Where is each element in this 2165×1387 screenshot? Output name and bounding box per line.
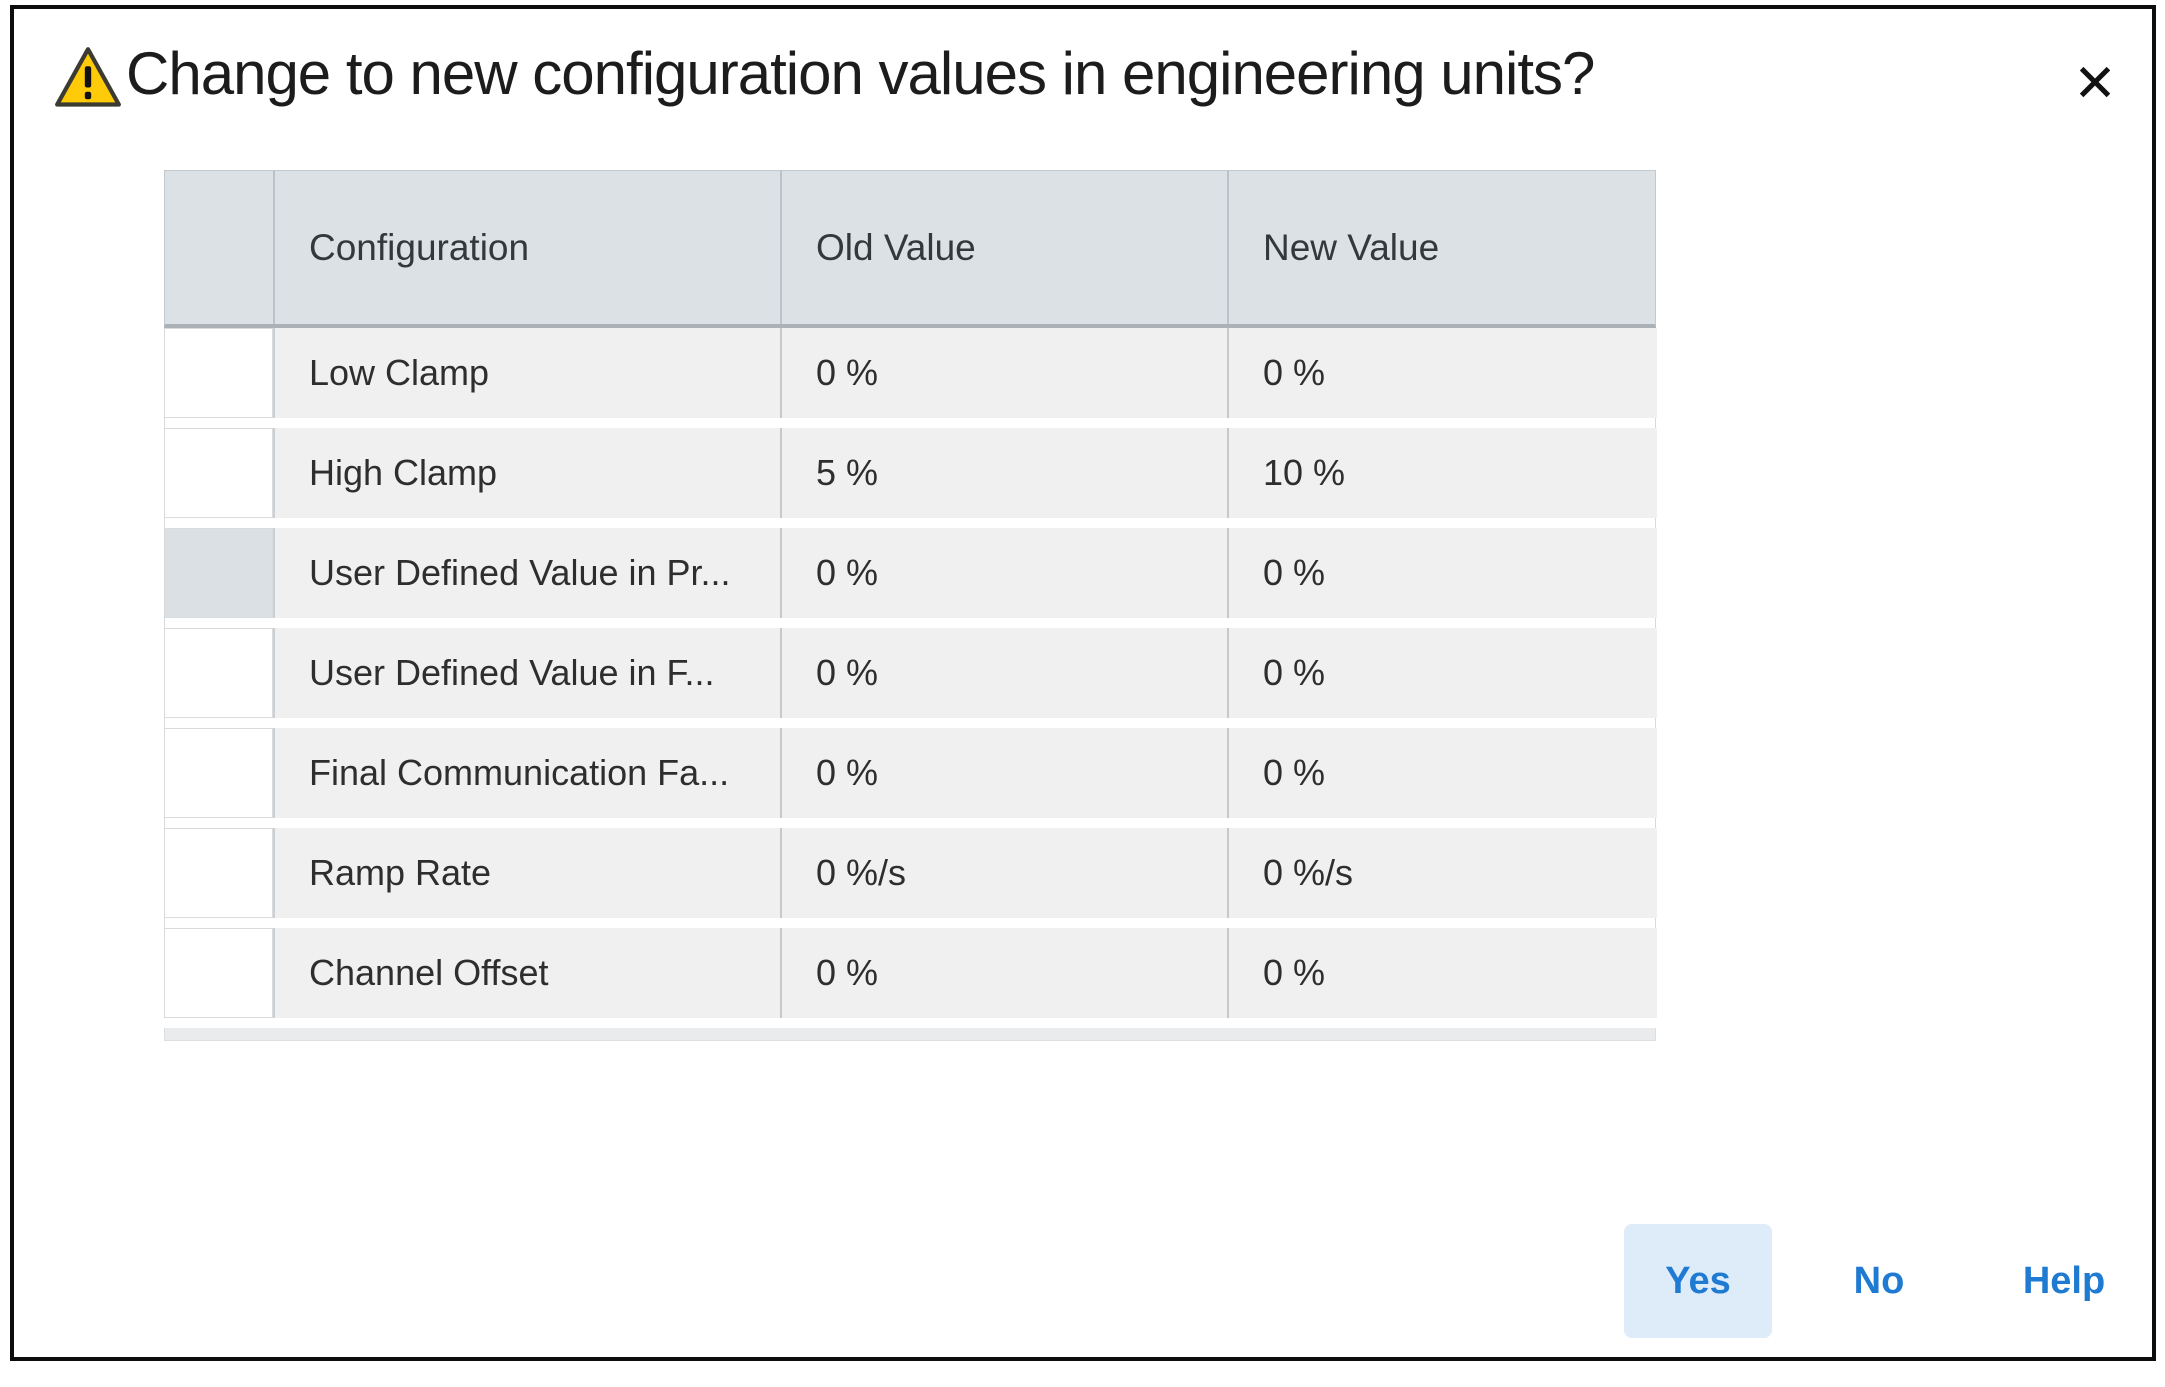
table-row[interactable]: Final Communication Fa... 0 % 0 % (165, 728, 1657, 818)
row-selector-cell[interactable] (165, 528, 273, 618)
column-header-configuration: Configuration (273, 171, 780, 324)
column-header-old-value: Old Value (780, 171, 1227, 324)
table-row[interactable]: Channel Offset 0 % 0 % (165, 928, 1657, 1018)
old-value-cell: 0 % (780, 628, 1227, 718)
yes-button[interactable]: Yes (1624, 1224, 1772, 1338)
configuration-cell: User Defined Value in F... (273, 628, 780, 718)
close-icon[interactable]: ✕ (2060, 49, 2130, 119)
new-value-cell: 0 %/s (1227, 828, 1657, 918)
table-body: Low Clamp 0 % 0 % High Clamp 5 % 10 % Us… (164, 328, 1657, 1018)
confirmation-dialog: Change to new configuration values in en… (10, 5, 2156, 1361)
no-button[interactable]: No (1814, 1224, 1944, 1338)
column-header-new-value: New Value (1227, 171, 1657, 324)
table-row[interactable]: High Clamp 5 % 10 % (165, 428, 1657, 518)
new-value-cell: 0 % (1227, 928, 1657, 1018)
old-value-cell: 0 % (780, 728, 1227, 818)
row-selector-cell[interactable] (165, 628, 273, 718)
row-selector-cell[interactable] (165, 728, 273, 818)
old-value-cell: 0 % (780, 928, 1227, 1018)
table-row[interactable]: User Defined Value in Pr... 0 % 0 % (165, 528, 1657, 618)
configuration-cell: Ramp Rate (273, 828, 780, 918)
help-button[interactable]: Help (1984, 1224, 2144, 1338)
new-value-cell: 0 % (1227, 628, 1657, 718)
new-value-cell: 0 % (1227, 528, 1657, 618)
row-selector-cell[interactable] (165, 328, 273, 418)
table-row[interactable]: Low Clamp 0 % 0 % (165, 328, 1657, 418)
old-value-cell: 0 %/s (780, 828, 1227, 918)
old-value-cell: 0 % (780, 528, 1227, 618)
configuration-cell: Final Communication Fa... (273, 728, 780, 818)
new-value-cell: 0 % (1227, 728, 1657, 818)
new-value-cell: 0 % (1227, 328, 1657, 418)
dialog-footer: Yes No Help (14, 1214, 2152, 1344)
table-bottom-strip (164, 1028, 1656, 1041)
old-value-cell: 5 % (780, 428, 1227, 518)
warning-triangle-icon (54, 45, 122, 113)
row-selector-cell[interactable] (165, 428, 273, 518)
configuration-cell: Channel Offset (273, 928, 780, 1018)
column-header-selector (165, 171, 273, 324)
table-row[interactable]: Ramp Rate 0 %/s 0 %/s (165, 828, 1657, 918)
old-value-cell: 0 % (780, 328, 1227, 418)
configuration-cell: High Clamp (273, 428, 780, 518)
table-header-row: Configuration Old Value New Value (164, 170, 1656, 328)
new-value-cell: 10 % (1227, 428, 1657, 518)
configuration-table: Configuration Old Value New Value Low Cl… (164, 170, 1657, 1041)
configuration-cell: Low Clamp (273, 328, 780, 418)
dialog-title: Change to new configuration values in en… (126, 40, 1595, 107)
row-selector-cell[interactable] (165, 928, 273, 1018)
configuration-cell: User Defined Value in Pr... (273, 528, 780, 618)
table-row[interactable]: User Defined Value in F... 0 % 0 % (165, 628, 1657, 718)
dialog-header: Change to new configuration values in en… (14, 9, 2152, 149)
row-selector-cell[interactable] (165, 828, 273, 918)
